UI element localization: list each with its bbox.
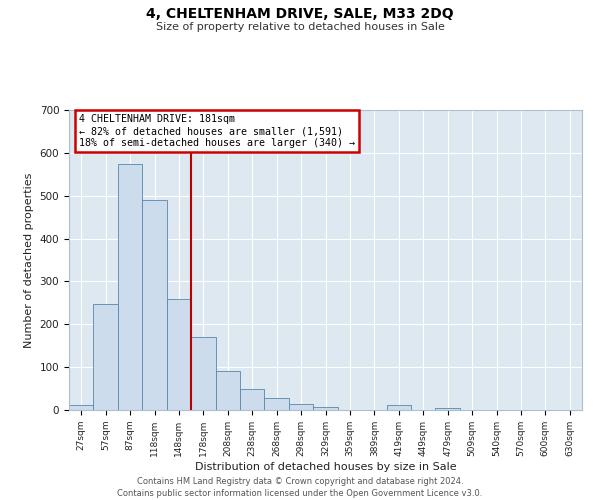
Text: Contains public sector information licensed under the Open Government Licence v3: Contains public sector information licen… — [118, 489, 482, 498]
Bar — [386, 406, 411, 410]
Bar — [265, 398, 289, 410]
X-axis label: Distribution of detached houses by size in Sale: Distribution of detached houses by size … — [194, 462, 457, 471]
Bar — [289, 404, 313, 410]
Y-axis label: Number of detached properties: Number of detached properties — [24, 172, 34, 348]
Text: Contains HM Land Registry data © Crown copyright and database right 2024.: Contains HM Land Registry data © Crown c… — [137, 478, 463, 486]
Bar — [313, 406, 338, 410]
Bar — [118, 164, 142, 410]
Text: 4, CHELTENHAM DRIVE, SALE, M33 2DQ: 4, CHELTENHAM DRIVE, SALE, M33 2DQ — [146, 8, 454, 22]
Bar — [240, 390, 265, 410]
Bar — [436, 408, 460, 410]
Bar — [94, 304, 118, 410]
Bar — [167, 298, 191, 410]
Bar — [191, 337, 215, 410]
Bar — [69, 405, 94, 410]
Bar — [142, 200, 167, 410]
Bar — [215, 372, 240, 410]
Text: 4 CHELTENHAM DRIVE: 181sqm
← 82% of detached houses are smaller (1,591)
18% of s: 4 CHELTENHAM DRIVE: 181sqm ← 82% of deta… — [79, 114, 355, 148]
Text: Size of property relative to detached houses in Sale: Size of property relative to detached ho… — [155, 22, 445, 32]
